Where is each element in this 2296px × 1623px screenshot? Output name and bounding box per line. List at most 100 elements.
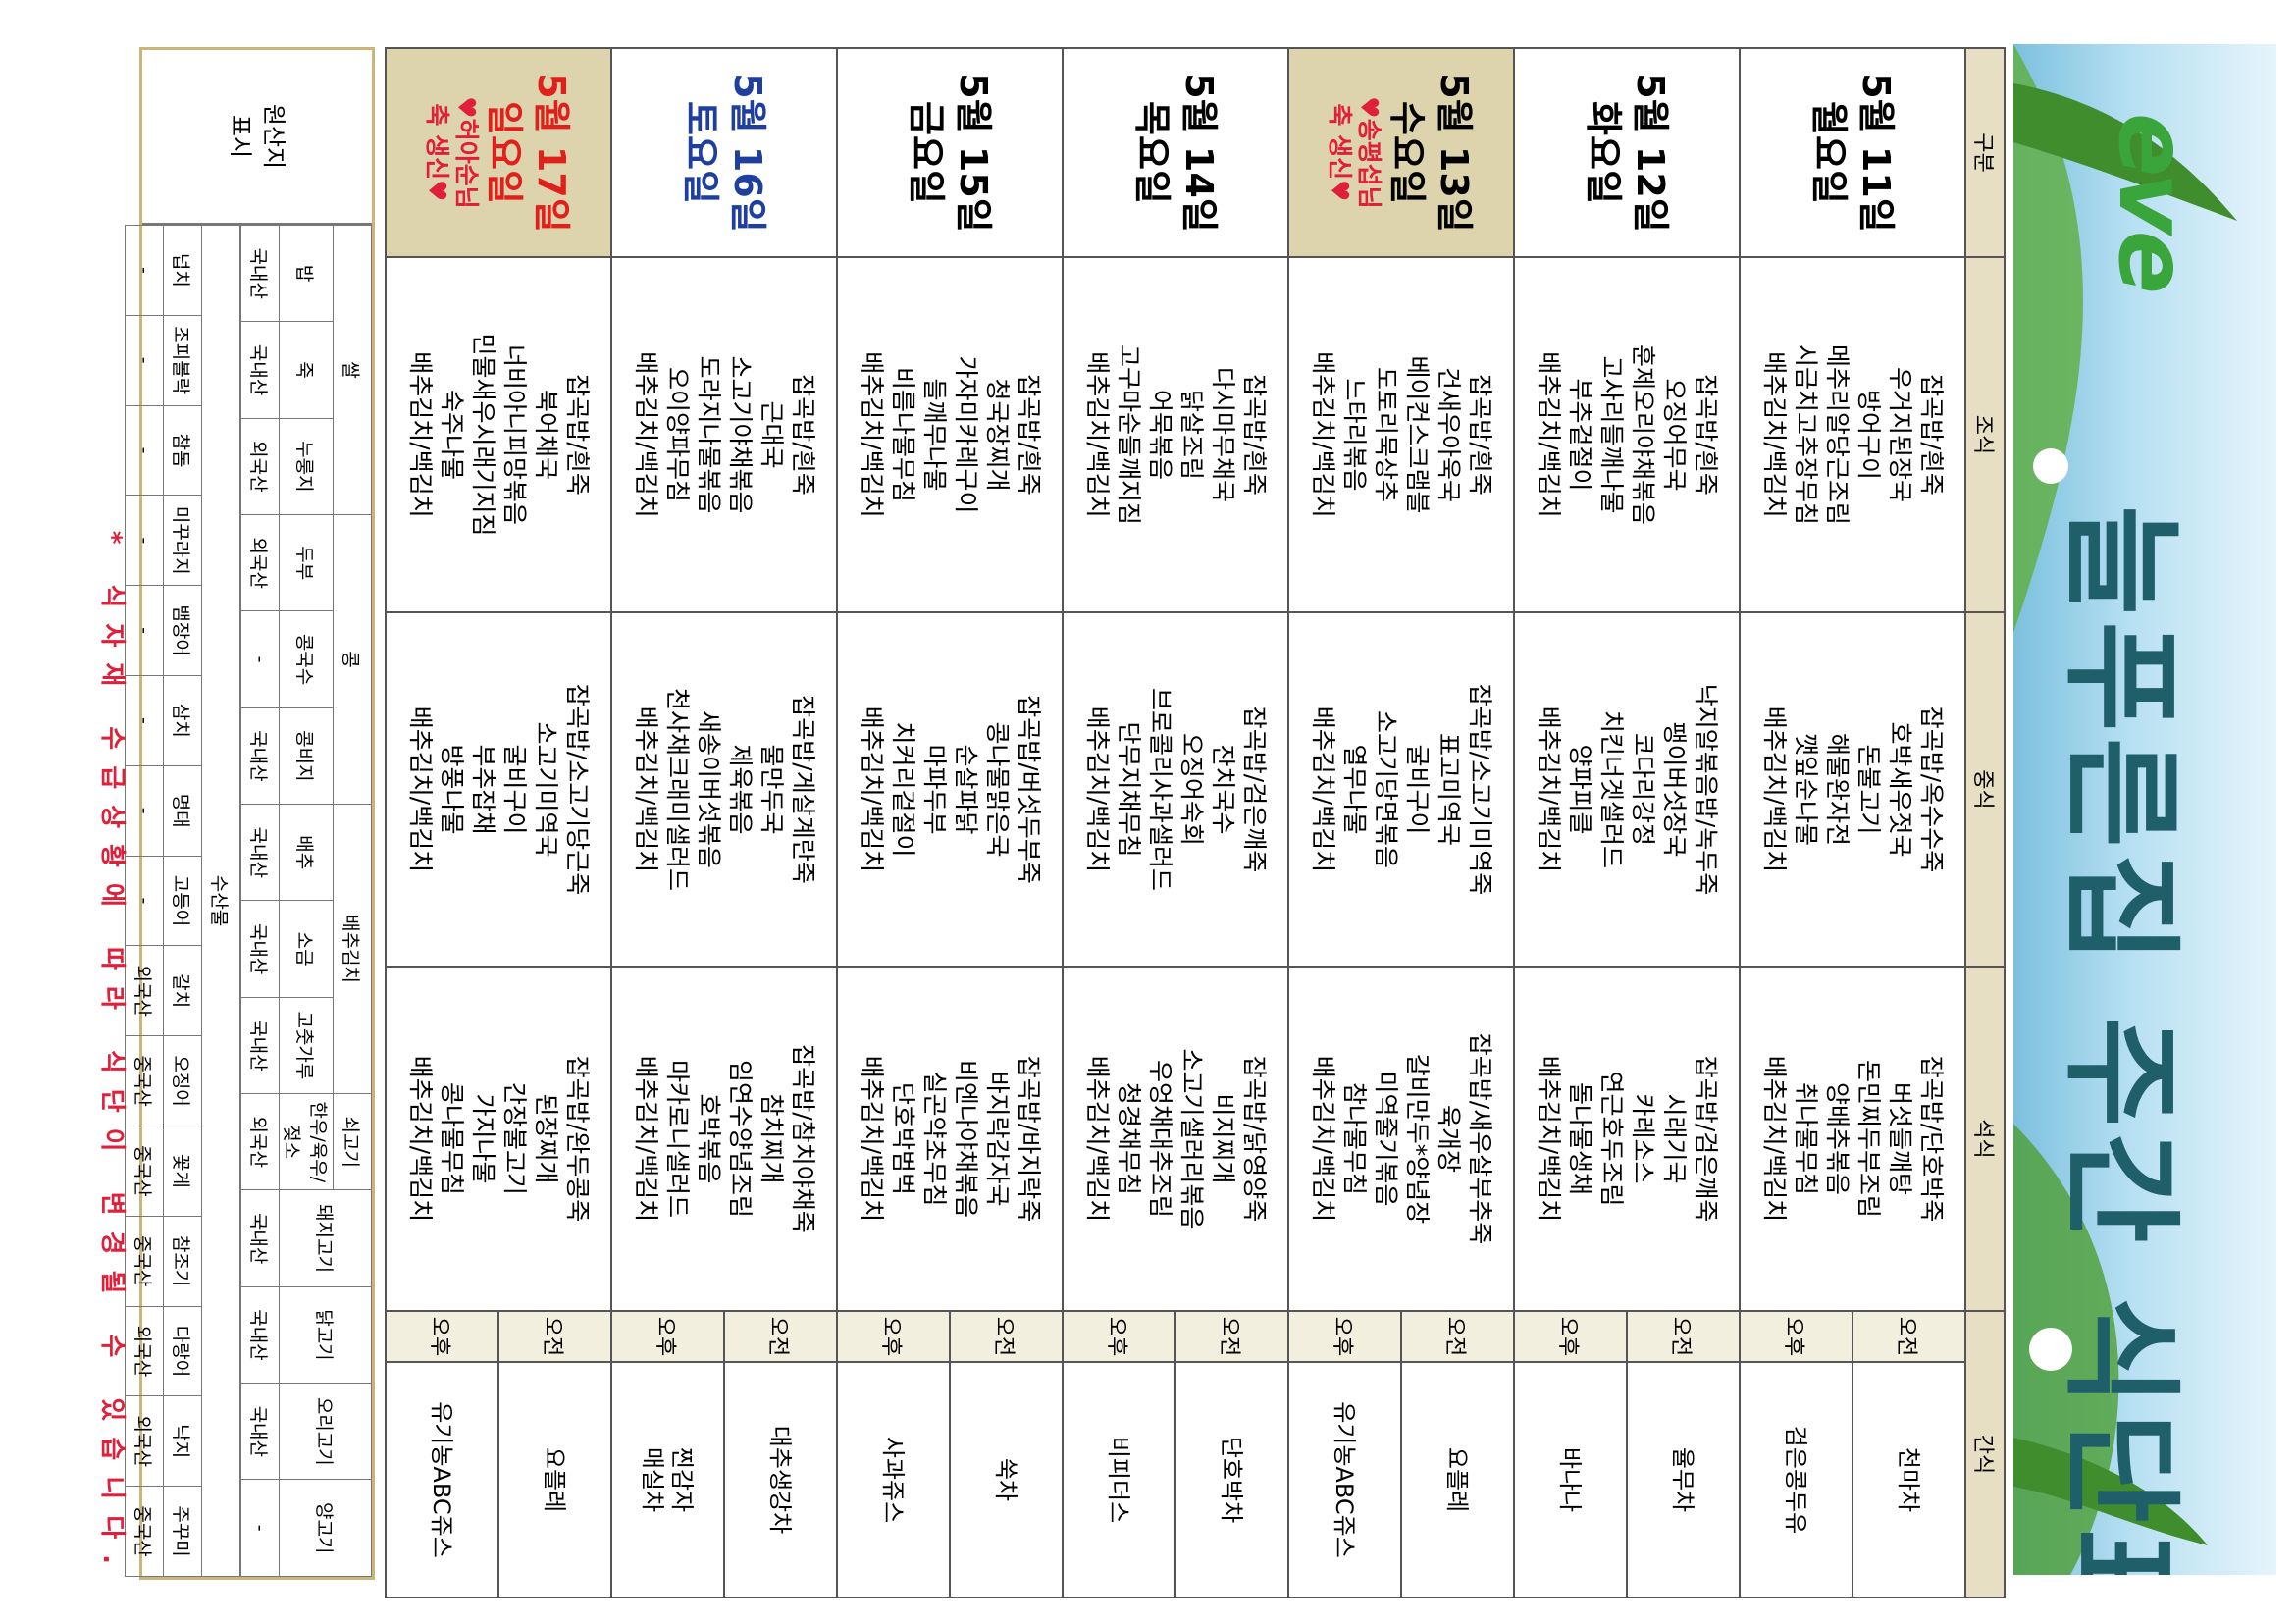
menu-item: 잡곡밥/새우살부추죽	[1466, 1032, 1494, 1245]
snack-label: 오후	[1288, 1311, 1401, 1362]
snack-item: 단호박차	[1218, 1436, 1246, 1524]
menu-item: 시래기국	[1660, 1093, 1689, 1184]
date: 5월 15일	[952, 73, 995, 233]
snack-am: 단호박차	[1175, 1362, 1288, 1598]
day-row: 5월 16일 토요일 잡곡밥/흰죽 근대국 소고기야채볶음 도라지나물볶음 오이양파무침 배추…	[611, 48, 837, 1598]
menu-item: 잡곡밥/단호박죽	[1917, 1055, 1946, 1223]
date: 5월 11일	[1854, 73, 1898, 233]
item-name: 밥	[279, 225, 334, 322]
snack-item: 사과쥬스	[879, 1436, 908, 1524]
item-name: 고춧가루	[279, 997, 334, 1094]
menu-item: 굴비구이	[500, 744, 529, 835]
item-origin: 국내산	[240, 997, 280, 1094]
menu-item: 표고미역국	[1435, 732, 1463, 846]
menu-item: 굴비구이	[1403, 744, 1432, 835]
menu-item: 잡곡밥/소고기미역죽	[1466, 683, 1494, 896]
menu-item: 배추김치/백김치	[1535, 706, 1563, 873]
menu-item: 마카로니샐러드	[663, 1059, 692, 1218]
menu-item: 갈비만두*양념장	[1403, 1053, 1432, 1225]
menu-item: 배추김치/백김치	[1309, 706, 1337, 873]
menu-item: 가자미카레구이	[952, 355, 980, 514]
menu-item: 훈제오리야채볶음	[1629, 343, 1657, 525]
dinner-cell: 잡곡밥/닭영양죽 비지찌개 소고기샐러리볶음 우엉채대추조림 청경채무침 배추김치/백김치	[1063, 967, 1288, 1311]
menu-item: 배추김치/백김치	[1083, 706, 1112, 873]
snack-item: 바나나	[1556, 1446, 1585, 1513]
snack-pm: 바나나	[1514, 1362, 1627, 1598]
weekday: 화요일	[1582, 101, 1625, 204]
menu-item: 낙지알볶음밥/녹두죽	[1692, 683, 1720, 896]
menu-item: 배추김치/백김치	[858, 351, 886, 518]
lunch-cell: 잡곡밥/소고기당근죽 소고기미역국 굴비구이 부추잡채 방풍나물 배추김치/백김치	[386, 612, 611, 967]
menu-item: 천사채크래미샐러드	[663, 687, 692, 891]
menu-item: 비엔나야채볶음	[952, 1059, 980, 1218]
day-row: 5월 17일 일요일 ♥허아순님 축 생신♥ 잡곡밥/흰죽 북어채국 너비아니피망볶음 민물새…	[386, 48, 611, 1598]
snack-label: 오전	[498, 1311, 611, 1362]
menu-item: 배추김치/백김치	[1535, 351, 1563, 518]
day-cell: 5월 16일 토요일	[611, 48, 837, 257]
menu-item: 돌나물생채	[1566, 1081, 1594, 1195]
menu-item: 브로콜리사과샐러드	[1146, 687, 1174, 891]
item-name: 조피볼락	[163, 315, 202, 406]
menu-item: 도토리묵상추	[1372, 366, 1400, 502]
menu-item: 들깨무나물	[920, 378, 949, 492]
menu-item: 배추김치/백김치	[1760, 351, 1789, 518]
snack-pm: 비피더스	[1063, 1362, 1175, 1598]
item-name: 콩비지	[279, 707, 334, 805]
menu-item: 열무나물	[1340, 744, 1369, 835]
menu-item: 배추김치/백김치	[1309, 351, 1337, 518]
group-name: 오리고기	[279, 1383, 372, 1480]
birthday-note: ♥허아순님 축 생신♥	[422, 49, 481, 256]
day-cell: 5월 13일 수요일 ♥송평섭님 축 생신♥	[1288, 48, 1514, 257]
dinner-cell: 잡곡밥/새우살부추죽 육개장 갈비만두*양념장 미역줄기볶음 참나물무침 배추김치/백김치	[1288, 967, 1514, 1311]
menu-item: 오징어무국	[1660, 378, 1689, 492]
menu-item: 잡곡밥/완두콩죽	[563, 1055, 592, 1223]
item-origin: -	[125, 405, 164, 496]
item-name: 꽃게	[163, 1126, 202, 1217]
breakfast-cell: 잡곡밥/흰죽 오징어무국 훈제오리야채볶음 고사리들깨나물 부추겉절이 배추김치/백김치	[1514, 257, 1740, 612]
snack-label: 오전	[950, 1311, 1063, 1362]
note-line: ♥송평섭님	[1355, 96, 1383, 209]
group-name: 쇠고기	[333, 1093, 372, 1190]
group-row: 쌀 콩 배추김치 쇠고기 돼지고기 닭고기 오리고기 양고기	[279, 225, 372, 1577]
menu-item: 배추김치/백김치	[1535, 1055, 1563, 1223]
weekday: 토요일	[679, 101, 722, 204]
column-header: 간식	[1965, 1311, 2005, 1598]
snack-am: 요플레	[498, 1362, 611, 1598]
breakfast-cell: 잡곡밥/흰죽 건새우아욱국 베이컨스크램블 도토리묵상추 느타리볶음 배추김치/백김치	[1288, 257, 1514, 612]
snack-label: 오후	[386, 1311, 498, 1362]
snack-item: 요플레	[1443, 1446, 1472, 1513]
menu-item: 숙주나물	[438, 389, 466, 480]
menu-item: 마파두부	[920, 744, 949, 835]
menu-item: 잡곡밥/게살계란죽	[789, 695, 817, 884]
item-origin: 국내산	[240, 225, 280, 322]
item-origin: 국내산	[240, 900, 280, 998]
column-header: 조식	[1965, 257, 2005, 612]
lunch-cell: 잡곡밥/검은깨죽 잔치국수 오징어숙회 브로콜리사과샐러드 단무지채무침 배추김치/백김치	[1063, 612, 1288, 967]
menu-item: 배추김치/백김치	[632, 351, 660, 518]
group-name: 배추김치	[333, 804, 372, 1094]
banner-decoration	[2013, 44, 2237, 1575]
group-name: 양고기	[279, 1479, 372, 1577]
lunch-cell: 잡곡밥/옥수수죽 호박새우젓국 돈불고기 해물완자전 깻잎순나물 배추김치/백김치	[1740, 612, 1965, 967]
menu-item: 제육볶음	[726, 744, 755, 835]
menu-item: 배추김치/백김치	[1309, 1055, 1337, 1223]
menu-item: 배추김치/백김치	[632, 1055, 660, 1223]
menu-item: 물만두국	[757, 744, 786, 835]
menu-item: 청국장찌개	[983, 378, 1012, 492]
day-row: 5월 12일 화요일 잡곡밥/흰죽 오징어무국 훈제오리야채볶음 고사리들깨나물 부추겉절이…	[1514, 48, 1740, 1598]
item-origin: 국내산	[240, 1286, 280, 1384]
snack-item: 율무차	[1669, 1446, 1697, 1513]
menu-item: 간장불고기	[500, 1081, 529, 1195]
date: 5월 14일	[1177, 73, 1221, 233]
menu-item: 취나물무침	[1792, 1081, 1820, 1195]
menu-item: 오징어숙회	[1177, 732, 1206, 846]
menu-item: 돈민찌두부조림	[1854, 1059, 1883, 1218]
item-origin: 외국산	[240, 514, 280, 611]
dinner-cell: 잡곡밥/바지락죽 바지락감자국 비엔나야채볶음 실곤약초무침 단호박범벅 배추김치/백김치	[837, 967, 1063, 1311]
item-name: 콩국수	[279, 610, 334, 708]
menu-item: 코다리강정	[1629, 732, 1657, 846]
snack-item: 찐감자	[668, 1446, 697, 1513]
menu-item: 배추김치/백김치	[406, 706, 435, 873]
menu-item: 버섯들깨탕	[1886, 1081, 1914, 1195]
menu-item: 단무지채무침	[1115, 721, 1143, 858]
